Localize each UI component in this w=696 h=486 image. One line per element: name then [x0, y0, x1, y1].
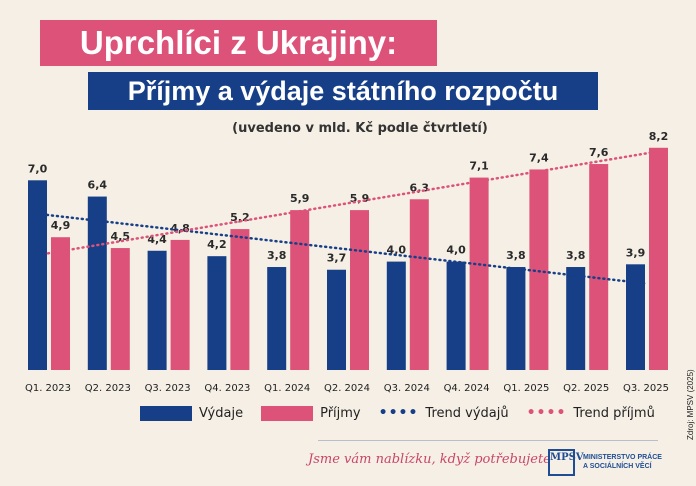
- unit-note: (uvedeno v mld. Kč podle čtvrtletí): [232, 121, 488, 136]
- bar-vydaje: [207, 256, 227, 370]
- data-label: 3,9: [626, 246, 646, 259]
- bar-prijmy: [649, 147, 668, 370]
- bar-vydaje: [327, 269, 346, 370]
- data-label: 7,0: [28, 162, 48, 175]
- subtitle: Příjmy a výdaje státního rozpočtu: [88, 72, 598, 110]
- title: Uprchlíci z Ukrajiny:: [40, 20, 437, 66]
- data-label: 7,4: [529, 151, 549, 164]
- legend-prijmy: Příjmy: [261, 405, 361, 421]
- data-label: 3,8: [267, 249, 287, 262]
- data-label: 3,8: [506, 249, 526, 262]
- bar-vydaje: [566, 267, 586, 370]
- x-tick-label: Q2. 2023: [85, 383, 131, 394]
- bar-prijmy: [350, 210, 369, 370]
- bar-prijmy: [230, 229, 250, 370]
- data-label: 5,9: [290, 192, 310, 205]
- data-label: 6,4: [88, 179, 108, 192]
- x-tick-label: Q3. 2025: [623, 383, 669, 394]
- x-tick-label: Q1. 2023: [25, 383, 71, 394]
- bar-prijmy: [110, 248, 130, 370]
- bar-prijmy: [170, 239, 190, 370]
- legend: Výdaje Příjmy •••• Trend výdajů •••• Trend…: [140, 405, 655, 421]
- data-label: 4,0: [446, 244, 466, 257]
- ministry-name: MINISTERSTVO PRÁCE A SOCIÁLNÍCH VĚCÍ: [583, 454, 662, 470]
- bar-vydaje: [386, 261, 406, 370]
- legend-label: Trend příjmů: [573, 405, 655, 421]
- legend-label: Trend výdajů: [425, 405, 509, 421]
- legend-label: Příjmy: [320, 405, 361, 421]
- bar-prijmy: [469, 177, 489, 370]
- bar-vydaje: [267, 267, 287, 370]
- x-tick-label: Q1. 2024: [264, 383, 310, 394]
- bar-vydaje: [28, 180, 47, 370]
- data-label: 7,1: [469, 160, 489, 173]
- x-tick-label: Q3. 2024: [384, 383, 430, 394]
- x-tick-label: Q2. 2024: [324, 383, 370, 394]
- data-label: 4,5: [111, 230, 131, 243]
- x-tick-label: Q2. 2025: [563, 383, 609, 394]
- bar-prijmy: [529, 169, 549, 370]
- data-label: 3,7: [327, 252, 347, 265]
- legend-trend-vydaju: •••• Trend výdajů: [378, 405, 509, 421]
- trendline-vydaje: [45, 213, 649, 285]
- legend-trend-prijmu: •••• Trend příjmů: [526, 405, 655, 421]
- bar-vydaje: [147, 250, 167, 370]
- bar-vydaje: [87, 196, 107, 370]
- slogan: Jsme vám nablízku, když potřebujete: [308, 452, 551, 467]
- mpsv-logo: MPSV: [548, 449, 584, 476]
- data-label: 4,9: [51, 219, 71, 232]
- source: Zdroj: MPSV (2025): [686, 369, 695, 440]
- x-tick-label: Q3. 2023: [145, 383, 191, 394]
- bar-prijmy: [290, 210, 310, 370]
- x-tick-label: Q4. 2023: [204, 383, 250, 394]
- x-tick-label: Q1. 2025: [503, 383, 549, 394]
- bar-prijmy: [589, 164, 609, 370]
- trendline-prijmy: [46, 151, 653, 255]
- x-tick-label: Q4. 2024: [444, 383, 490, 394]
- bar-vydaje: [626, 264, 645, 370]
- data-label: 8,2: [649, 130, 669, 143]
- data-label: 4,2: [207, 238, 227, 251]
- data-label: 5,9: [350, 192, 370, 205]
- data-label: 7,6: [589, 146, 609, 159]
- bar-prijmy: [51, 237, 70, 370]
- legend-label: Výdaje: [199, 405, 244, 421]
- data-label: 3,8: [566, 249, 586, 262]
- legend-vydaje: Výdaje: [140, 405, 244, 421]
- divider: [318, 440, 658, 441]
- bar-prijmy: [409, 199, 429, 370]
- bar-vydaje: [506, 267, 526, 370]
- bar-vydaje: [446, 261, 466, 370]
